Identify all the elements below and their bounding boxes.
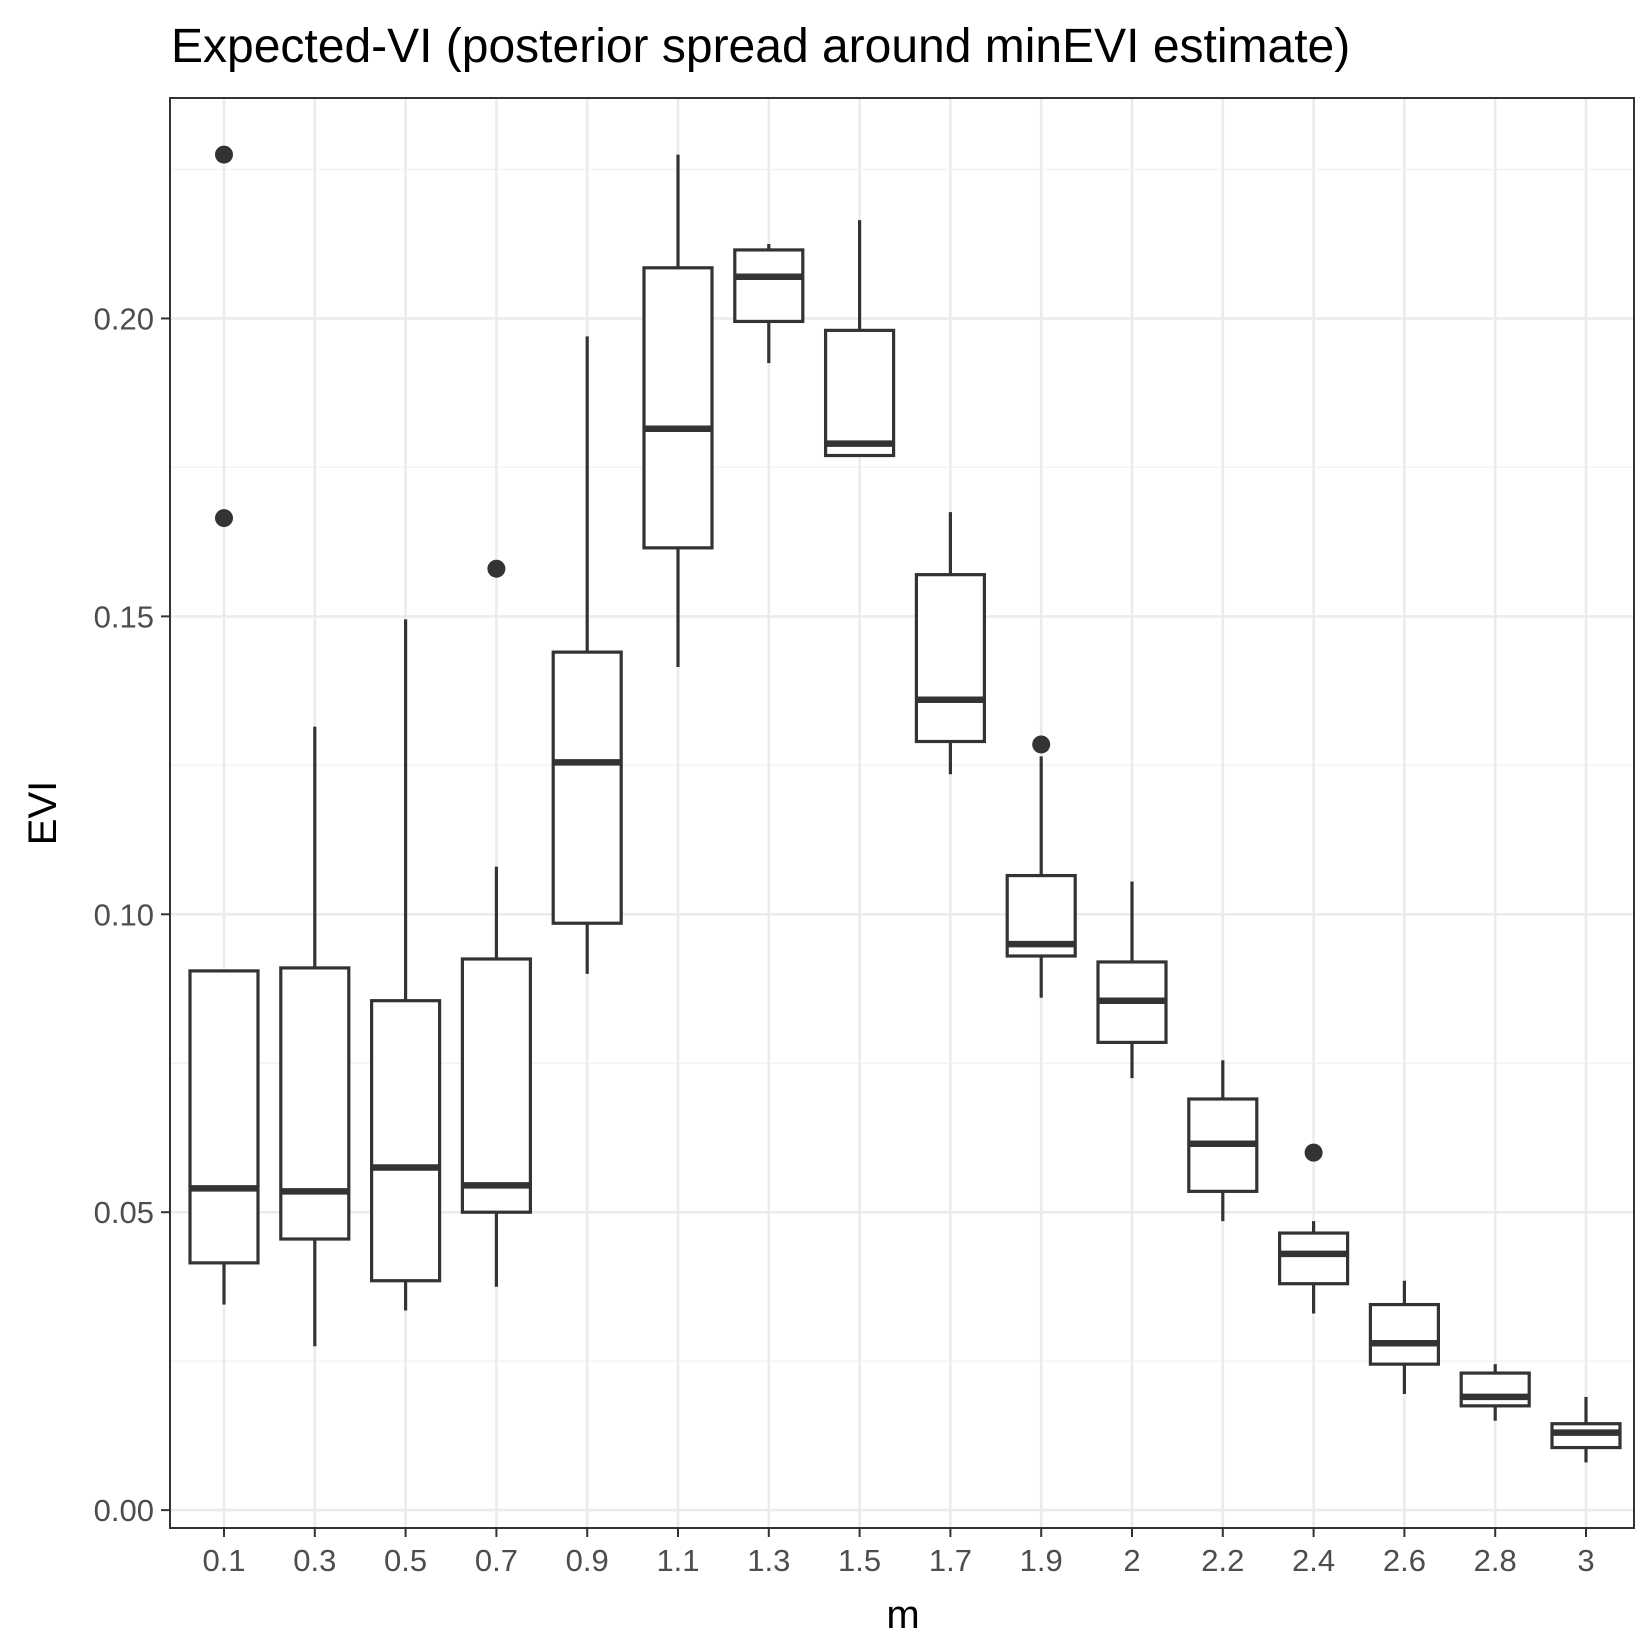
outlier-point [1304, 1143, 1323, 1162]
outlier-point [1032, 735, 1051, 754]
y-tick-label: 0.20 [94, 301, 154, 336]
x-tick-label: 1.9 [1020, 1543, 1063, 1578]
box-2.4 [1277, 1143, 1350, 1314]
box-2.6 [1368, 1280, 1441, 1394]
axes: 0.00 0.05 0.10 0.15 0.20 0.1 0.3 0.5 0.7 0.9 1.1 1.… [94, 301, 1595, 1578]
x-tick-label: 0.1 [202, 1543, 245, 1578]
x-tick-label: 2.8 [1474, 1543, 1517, 1578]
box-iqr [914, 573, 987, 744]
y-tick-label: 0.00 [94, 1493, 154, 1528]
box-1.1 [642, 154, 714, 668]
x-tick-label: 0.5 [384, 1543, 427, 1578]
box-iqr [733, 248, 805, 324]
box-1.7 [914, 512, 987, 775]
x-tick-label: 2.2 [1201, 1543, 1244, 1578]
box-0.5 [370, 619, 442, 1311]
x-axis-title: m [886, 1593, 919, 1637]
box-0.1 [188, 145, 260, 1305]
plot-panel-border [169, 97, 1635, 1529]
outlier-point [215, 509, 233, 528]
y-tick-label: 0.15 [94, 599, 154, 634]
x-tick-label: 0.9 [566, 1543, 609, 1578]
box-iqr [370, 999, 442, 1283]
box-series [188, 145, 1622, 1463]
box-iqr [823, 328, 896, 458]
outlier-point [215, 145, 233, 164]
box-iqr [642, 266, 714, 550]
box-iqr [551, 650, 623, 925]
box-iqr [279, 966, 351, 1241]
y-tick-label: 0.10 [94, 897, 154, 932]
x-tick-label: 0.7 [475, 1543, 518, 1578]
box-2.8 [1459, 1364, 1531, 1421]
box-2 [1096, 881, 1168, 1079]
box-1.5 [823, 220, 896, 458]
box-iqr [1368, 1302, 1441, 1366]
box-2.2 [1187, 1060, 1259, 1222]
x-tick-label: 2 [1123, 1543, 1140, 1578]
box-iqr [188, 969, 260, 1265]
y-tick-label: 0.05 [94, 1195, 154, 1230]
box-1.3 [733, 243, 805, 364]
box-iqr [1277, 1231, 1350, 1286]
box-0.7 [460, 559, 532, 1287]
y-axis-title: EVI [21, 781, 65, 845]
x-tick-label: 0.3 [293, 1543, 336, 1578]
x-tick-label: 2.4 [1292, 1543, 1335, 1578]
x-tick-label: 1.7 [929, 1543, 972, 1578]
x-tick-label: 1.5 [838, 1543, 881, 1578]
box-0.3 [279, 726, 351, 1347]
box-iqr [460, 957, 532, 1214]
chart-title: Expected-VI (posterior spread around min… [171, 20, 1350, 73]
box-iqr [1459, 1371, 1531, 1408]
x-tick-label: 1.3 [747, 1543, 790, 1578]
outlier-point [487, 559, 506, 578]
box-3 [1550, 1396, 1622, 1463]
x-tick-label: 2.6 [1383, 1543, 1426, 1578]
x-tick-label: 3 [1577, 1543, 1594, 1578]
x-tick-label: 1.1 [656, 1543, 699, 1578]
box-1.9 [1005, 735, 1077, 998]
box-0.9 [551, 336, 623, 974]
